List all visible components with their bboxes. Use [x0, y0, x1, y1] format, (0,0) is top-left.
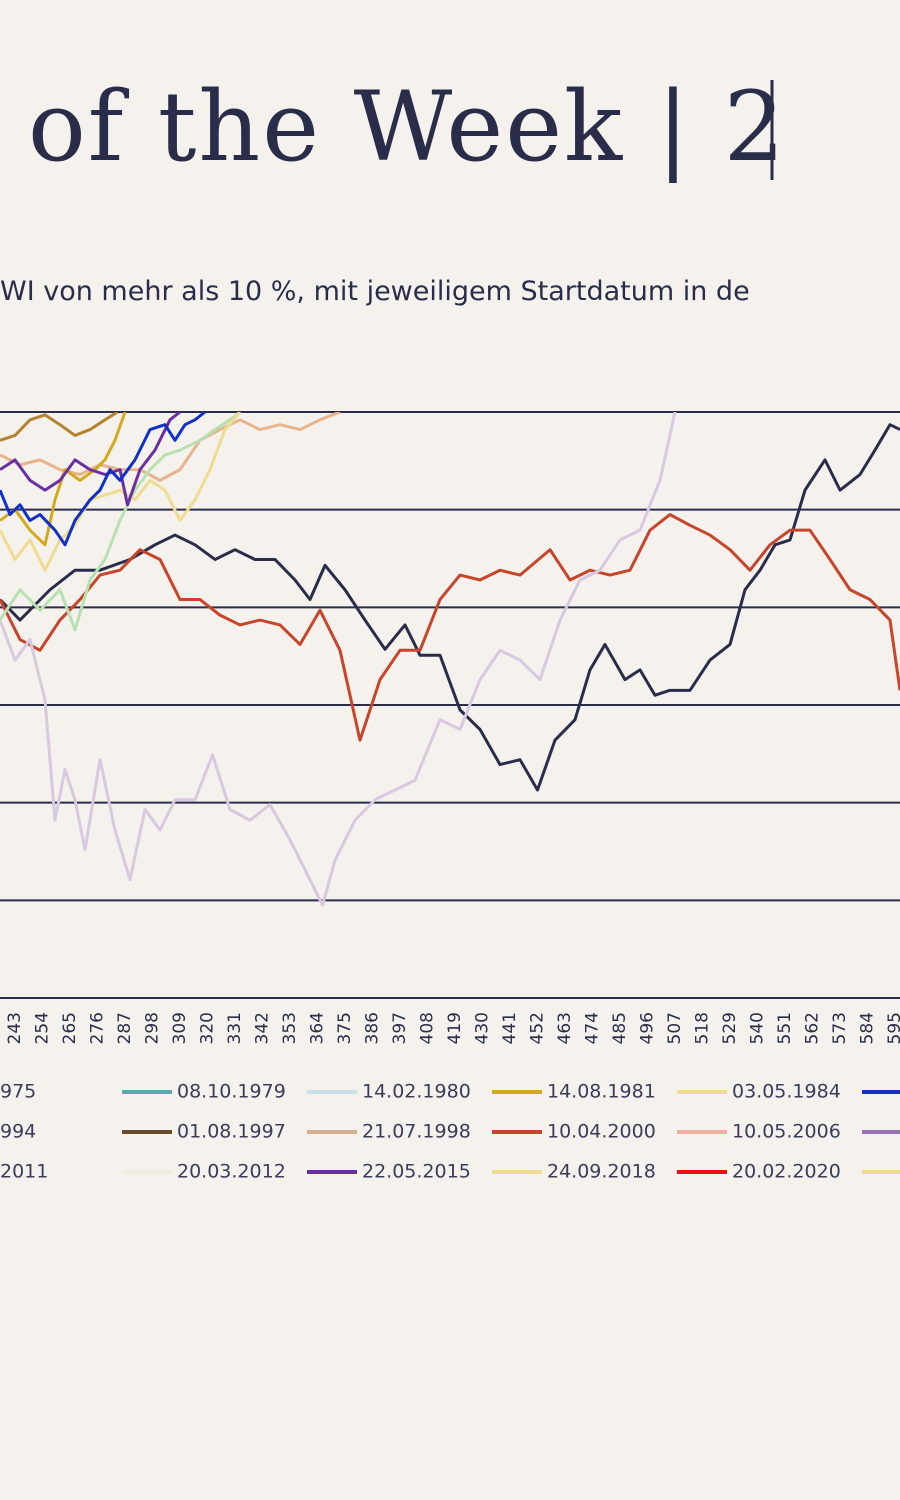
x-tick-label: 342 — [253, 1012, 273, 1044]
series-line — [0, 423, 900, 792]
chart-title: of the Week | 2 — [28, 71, 787, 183]
x-tick-label: 287 — [115, 1012, 135, 1044]
x-tick-label: 375 — [335, 1012, 355, 1044]
series-line — [0, 412, 341, 482]
legend-label: 14.02.1980 — [362, 1081, 471, 1103]
legend-label: 21.07.1998 — [362, 1121, 471, 1143]
x-tick-label: 529 — [720, 1012, 740, 1044]
series-line — [0, 412, 206, 547]
chart-subtitle: WI von mehr als 10 %, mit jeweiligem Sta… — [0, 276, 750, 307]
x-tick-label: 364 — [308, 1012, 328, 1044]
legend-label: 10.05.2006 — [732, 1121, 841, 1143]
legend-label: 20.02.2020 — [732, 1161, 841, 1183]
x-tick-label: 408 — [418, 1012, 438, 1044]
x-tick-label: 353 — [280, 1012, 300, 1044]
series-line — [0, 412, 127, 547]
legend-label: 14.08.1981 — [547, 1081, 656, 1103]
plot-area — [0, 412, 900, 907]
legend: 975 08.10.1979 14.02.1980 14.08.1981 03.05.1… — [0, 1081, 900, 1183]
grid — [0, 411, 900, 999]
x-tick-label: 573 — [830, 1012, 850, 1044]
x-tick-label: 309 — [170, 1012, 190, 1044]
legend-label: 975 — [0, 1081, 36, 1103]
x-tick-label: 496 — [638, 1012, 658, 1044]
legend-label: 01.08.1997 — [177, 1121, 286, 1143]
series-line — [0, 513, 900, 742]
x-tick-label: 485 — [610, 1012, 630, 1044]
x-tick-label: 562 — [803, 1012, 823, 1044]
x-tick-label: 243 — [5, 1012, 25, 1044]
x-tick-label: 397 — [390, 1012, 410, 1044]
x-tick-label: 595 — [885, 1012, 900, 1044]
legend-label: 2011 — [0, 1161, 48, 1183]
x-tick-label: 551 — [775, 1012, 795, 1044]
series-line — [0, 412, 119, 442]
x-tick-label: 474 — [583, 1012, 603, 1044]
x-tick-label: 584 — [858, 1012, 878, 1044]
series-line — [0, 412, 181, 507]
legend-label: 20.03.2012 — [177, 1161, 286, 1183]
x-tick-label: 518 — [693, 1012, 713, 1044]
legend-label: 24.09.2018 — [547, 1161, 656, 1183]
legend-label: 994 — [0, 1121, 36, 1143]
x-tick-label: 320 — [198, 1012, 218, 1044]
x-tick-label: 540 — [748, 1012, 768, 1044]
legend-label: 10.04.2000 — [547, 1121, 656, 1143]
legend-label: 08.10.1979 — [177, 1081, 286, 1103]
x-tick-label: 441 — [500, 1012, 520, 1044]
x-tick-label: 452 — [528, 1012, 548, 1044]
series-line — [0, 412, 241, 632]
x-tick-label: 463 — [555, 1012, 575, 1044]
legend-label: 22.05.2015 — [362, 1161, 471, 1183]
x-tick-label: 276 — [88, 1012, 108, 1044]
x-tick-label: 507 — [665, 1012, 685, 1044]
x-tick-label: 254 — [33, 1012, 53, 1044]
x-tick-label: 265 — [60, 1012, 80, 1044]
series-line — [0, 412, 677, 907]
x-tick-label: 430 — [473, 1012, 493, 1044]
legend-label: 03.05.1984 — [732, 1081, 841, 1103]
x-tick-label: 298 — [143, 1012, 163, 1044]
x-tick-label: 331 — [225, 1012, 245, 1044]
x-tick-label: 419 — [445, 1012, 465, 1044]
x-axis: 243 254 265 276 287 298 309 320 331 342 353 364 375 3… — [5, 1012, 900, 1044]
series-line — [0, 412, 242, 572]
x-tick-label: 386 — [363, 1012, 383, 1044]
